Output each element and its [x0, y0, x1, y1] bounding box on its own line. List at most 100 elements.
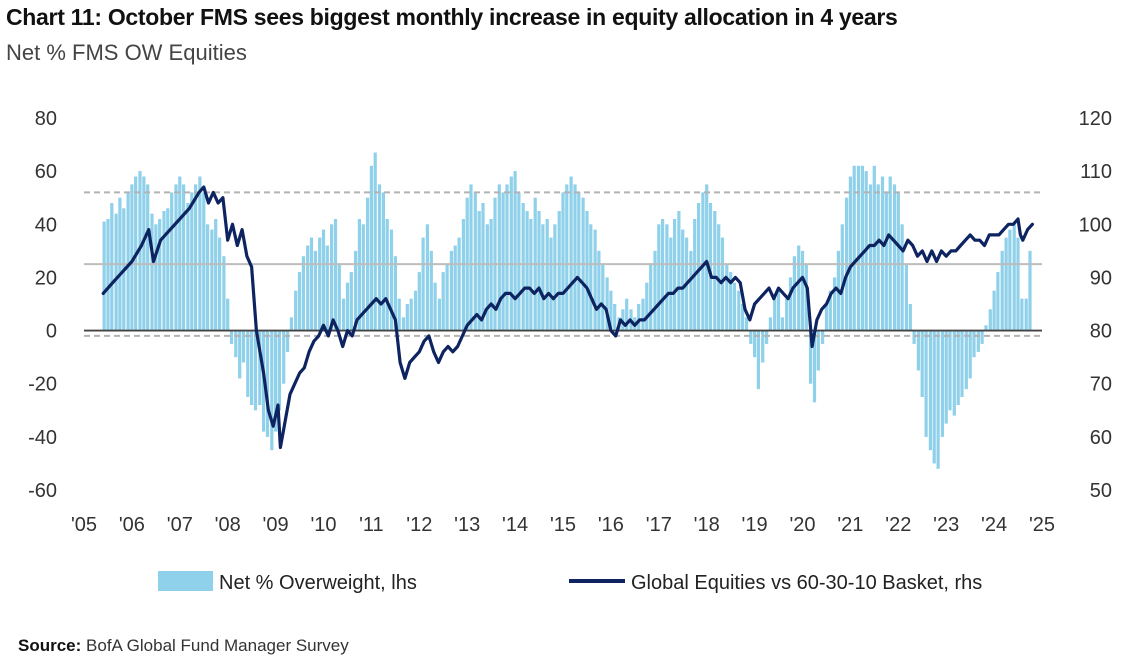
bar	[940, 330, 944, 437]
bar	[968, 330, 972, 379]
y-axis-left-ticks: 80 60 40 20 0 -20 -40 -60	[28, 108, 57, 502]
y-left-tick-label: -60	[28, 480, 57, 502]
bar	[776, 290, 781, 331]
bar	[481, 203, 485, 331]
bar	[150, 213, 154, 331]
x-tick-label: '21	[837, 514, 863, 536]
bar	[788, 277, 793, 331]
bar	[988, 309, 992, 331]
source-label: Source:	[18, 636, 82, 655]
bar	[369, 165, 373, 331]
x-tick-label: '11	[359, 514, 384, 536]
x-tick-label: '14	[502, 514, 528, 536]
bar	[577, 192, 581, 331]
x-tick-label: '09	[263, 514, 289, 536]
bar	[585, 211, 589, 331]
y-left-tick-label: 60	[35, 161, 57, 183]
bar	[908, 304, 912, 331]
bar	[1016, 237, 1020, 331]
bar	[234, 330, 238, 358]
bar	[186, 203, 190, 331]
x-tick-label: '19	[742, 514, 768, 536]
bar	[294, 290, 298, 331]
x-tick-label: '05	[71, 514, 97, 536]
bar	[1008, 229, 1012, 331]
bar	[301, 256, 305, 331]
bar	[645, 282, 649, 331]
chart-subtitle: Net % FMS OW Equities	[6, 40, 247, 65]
bar	[609, 290, 613, 331]
x-tick-label: '07	[167, 514, 193, 536]
legend-swatch-bars	[158, 571, 213, 591]
bar	[277, 330, 281, 411]
bar	[210, 229, 214, 331]
bar	[229, 330, 234, 344]
bar	[597, 250, 601, 331]
bar	[605, 277, 609, 331]
bar	[433, 282, 437, 331]
bar	[297, 272, 302, 331]
x-tick-label: '12	[406, 514, 432, 536]
bar	[916, 330, 920, 371]
bar	[593, 229, 597, 331]
bar	[976, 330, 980, 352]
bar	[473, 192, 477, 331]
bar	[557, 211, 561, 331]
bar	[553, 224, 557, 331]
bar	[661, 219, 665, 331]
bar	[821, 330, 825, 344]
series-line	[101, 185, 1034, 450]
bar	[413, 290, 418, 331]
bar	[984, 325, 988, 331]
bar	[521, 203, 525, 331]
bar	[653, 250, 657, 331]
bar	[804, 264, 808, 331]
y-left-tick-label: 20	[35, 267, 57, 289]
bar	[944, 330, 948, 424]
bar	[833, 277, 837, 331]
bar	[1024, 298, 1028, 331]
bar	[669, 237, 673, 331]
bar	[657, 224, 661, 331]
bar	[992, 290, 996, 331]
bar	[441, 272, 445, 331]
bar	[349, 272, 353, 331]
bar	[665, 224, 669, 331]
bar	[110, 203, 114, 331]
bar	[405, 304, 409, 331]
bar	[956, 330, 960, 405]
y-right-tick-label: 90	[1090, 267, 1112, 289]
bar	[218, 237, 222, 331]
bar	[573, 184, 577, 331]
bar	[860, 165, 864, 331]
bar	[222, 256, 226, 331]
bar	[565, 184, 569, 331]
bar	[313, 250, 317, 331]
bar	[246, 330, 250, 397]
bar	[469, 184, 473, 331]
x-axis-ticks: '05 '06 '07 '08 '09 '10 '11 '12 '13 '14 '15 '16 '17 '…	[71, 514, 1055, 536]
bar	[445, 264, 449, 331]
bar	[756, 330, 760, 390]
bar	[337, 264, 341, 331]
bar	[960, 330, 964, 397]
bar	[381, 192, 385, 331]
bar	[737, 290, 741, 331]
bar	[924, 330, 928, 437]
x-tick-label: '20	[789, 514, 815, 536]
bar	[797, 245, 801, 331]
bar	[529, 219, 533, 331]
bar	[501, 192, 505, 331]
bar	[868, 184, 873, 331]
x-tick-label: '16	[598, 514, 624, 536]
y-left-tick-label: -20	[28, 374, 57, 396]
bar	[361, 224, 365, 331]
y-left-tick-label: 80	[35, 108, 57, 130]
bar	[749, 330, 753, 344]
x-tick-label: '06	[119, 514, 145, 536]
bar	[812, 330, 817, 403]
bar-series-net-overweight	[102, 152, 1032, 469]
bar	[744, 317, 749, 331]
bar	[497, 184, 501, 331]
legend-label-line: Global Equities vs 60-30-10 Basket, rhs	[631, 572, 982, 594]
